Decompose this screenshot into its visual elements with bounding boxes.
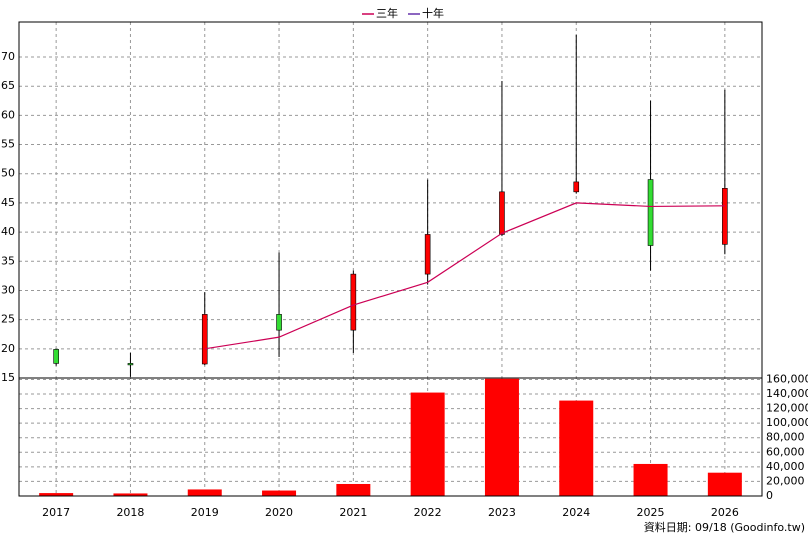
volume-bar	[39, 493, 74, 496]
x-tick-label: 2019	[191, 506, 219, 519]
x-tick-label: 2023	[488, 506, 516, 519]
y2-tick-label: 80,000	[766, 431, 805, 444]
volume-bar	[559, 400, 594, 496]
x-tick-label: 2017	[42, 506, 70, 519]
legend-label: 三年	[376, 6, 398, 20]
x-tick-label: 2021	[339, 506, 367, 519]
y-tick-label: 60	[1, 108, 15, 121]
candle-body	[722, 188, 728, 245]
x-tick-label: 2025	[637, 506, 665, 519]
legend-label: 十年	[422, 6, 444, 20]
y-tick-label: 40	[1, 225, 15, 238]
volume-bar	[484, 378, 519, 496]
x-tick-label: 2020	[265, 506, 293, 519]
volume-bar	[113, 493, 148, 496]
candle-body	[573, 181, 580, 193]
volume-bar	[336, 483, 371, 496]
plot-frame	[18, 21, 763, 497]
volume-bar	[262, 490, 297, 496]
volume-bar	[187, 489, 222, 496]
y2-tick-label: 100,000	[766, 416, 808, 429]
y2-tick-label: 140,000	[766, 387, 808, 400]
candle-body	[53, 349, 59, 364]
candle-body	[499, 191, 505, 235]
x-tick-label: 2018	[116, 506, 144, 519]
volume-bar	[707, 472, 742, 496]
y-tick-label: 65	[1, 79, 15, 92]
y2-tick-label: 60,000	[766, 445, 805, 458]
y-tick-label: 70	[1, 50, 15, 63]
candle-body	[127, 363, 134, 366]
y-tick-label: 20	[1, 342, 15, 355]
y-tick-label: 35	[1, 254, 15, 267]
y-tick-label: 15	[1, 371, 15, 384]
y2-tick-label: 120,000	[766, 402, 808, 415]
y2-tick-label: 40,000	[766, 460, 805, 473]
x-tick-label: 2026	[711, 506, 739, 519]
volume-bar	[410, 392, 445, 496]
candle-body	[276, 314, 282, 331]
ma-line	[204, 202, 725, 350]
y2-tick-label: 0	[766, 489, 773, 502]
y-tick-label: 25	[1, 313, 15, 326]
candle-body	[647, 179, 654, 246]
y-tick-label: 30	[1, 283, 15, 296]
y-tick-label: 50	[1, 167, 15, 180]
footer: 資料日期: 09/18 (Goodinfo.tw)	[644, 520, 805, 534]
x-tick-label: 2022	[414, 506, 442, 519]
y2-tick-label: 20,000	[766, 474, 805, 487]
candle-body	[424, 234, 431, 275]
x-tick-label: 2024	[562, 506, 590, 519]
y-tick-label: 45	[1, 196, 15, 209]
y2-tick-label: 160,000	[766, 372, 808, 385]
volume-bar	[633, 463, 668, 496]
candle-body	[350, 273, 357, 331]
candle-body	[201, 314, 208, 365]
y-tick-label: 55	[1, 138, 15, 151]
